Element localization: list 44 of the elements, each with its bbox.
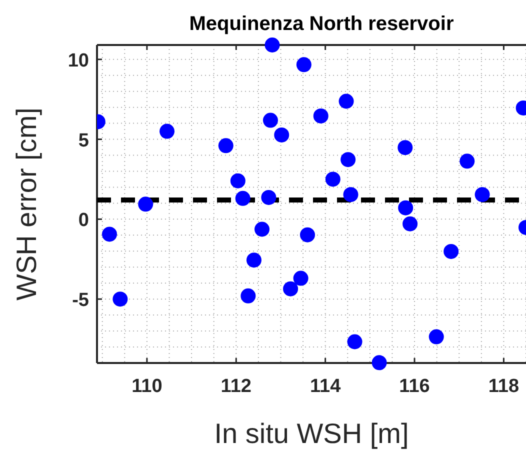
- point: [398, 200, 414, 216]
- point: [230, 173, 246, 188]
- x-tick-label: 112: [220, 376, 252, 397]
- y-tick-label: 0: [78, 210, 89, 232]
- x-axis-title: In situ WSH [m]: [214, 418, 409, 449]
- point: [460, 154, 475, 169]
- point: [102, 226, 117, 242]
- point: [372, 355, 387, 370]
- point: [160, 124, 175, 139]
- point: [254, 222, 270, 237]
- point: [343, 187, 358, 202]
- point: [444, 244, 459, 259]
- point: [274, 127, 290, 142]
- point: [138, 196, 154, 212]
- point: [293, 270, 308, 286]
- point: [340, 152, 356, 168]
- point: [218, 138, 234, 154]
- point: [338, 94, 354, 109]
- y-tick-label: -5: [72, 290, 90, 312]
- point: [262, 112, 278, 128]
- point: [325, 172, 340, 187]
- point: [240, 288, 256, 304]
- point: [398, 140, 413, 156]
- point: [246, 252, 262, 268]
- point: [428, 329, 444, 344]
- point: [347, 334, 362, 350]
- point: [235, 190, 250, 206]
- x-tick-label: 114: [310, 376, 342, 397]
- point: [112, 292, 128, 307]
- point: [300, 227, 315, 242]
- point: [313, 108, 328, 124]
- chart-title: Mequinenza North reservoir: [189, 13, 454, 35]
- x-tick-label: 118: [488, 376, 520, 397]
- point: [264, 38, 280, 52]
- point: [296, 57, 312, 72]
- point: [261, 190, 276, 205]
- y-tick-label: 10: [68, 50, 89, 72]
- x-tick-label: 110: [132, 376, 162, 397]
- y-tick-label: 5: [78, 130, 90, 152]
- y-axis-title: WSH error [cm]: [11, 108, 42, 300]
- point: [283, 281, 298, 296]
- point: [402, 216, 418, 232]
- point: [474, 187, 490, 202]
- x-tick-label: 116: [399, 376, 430, 397]
